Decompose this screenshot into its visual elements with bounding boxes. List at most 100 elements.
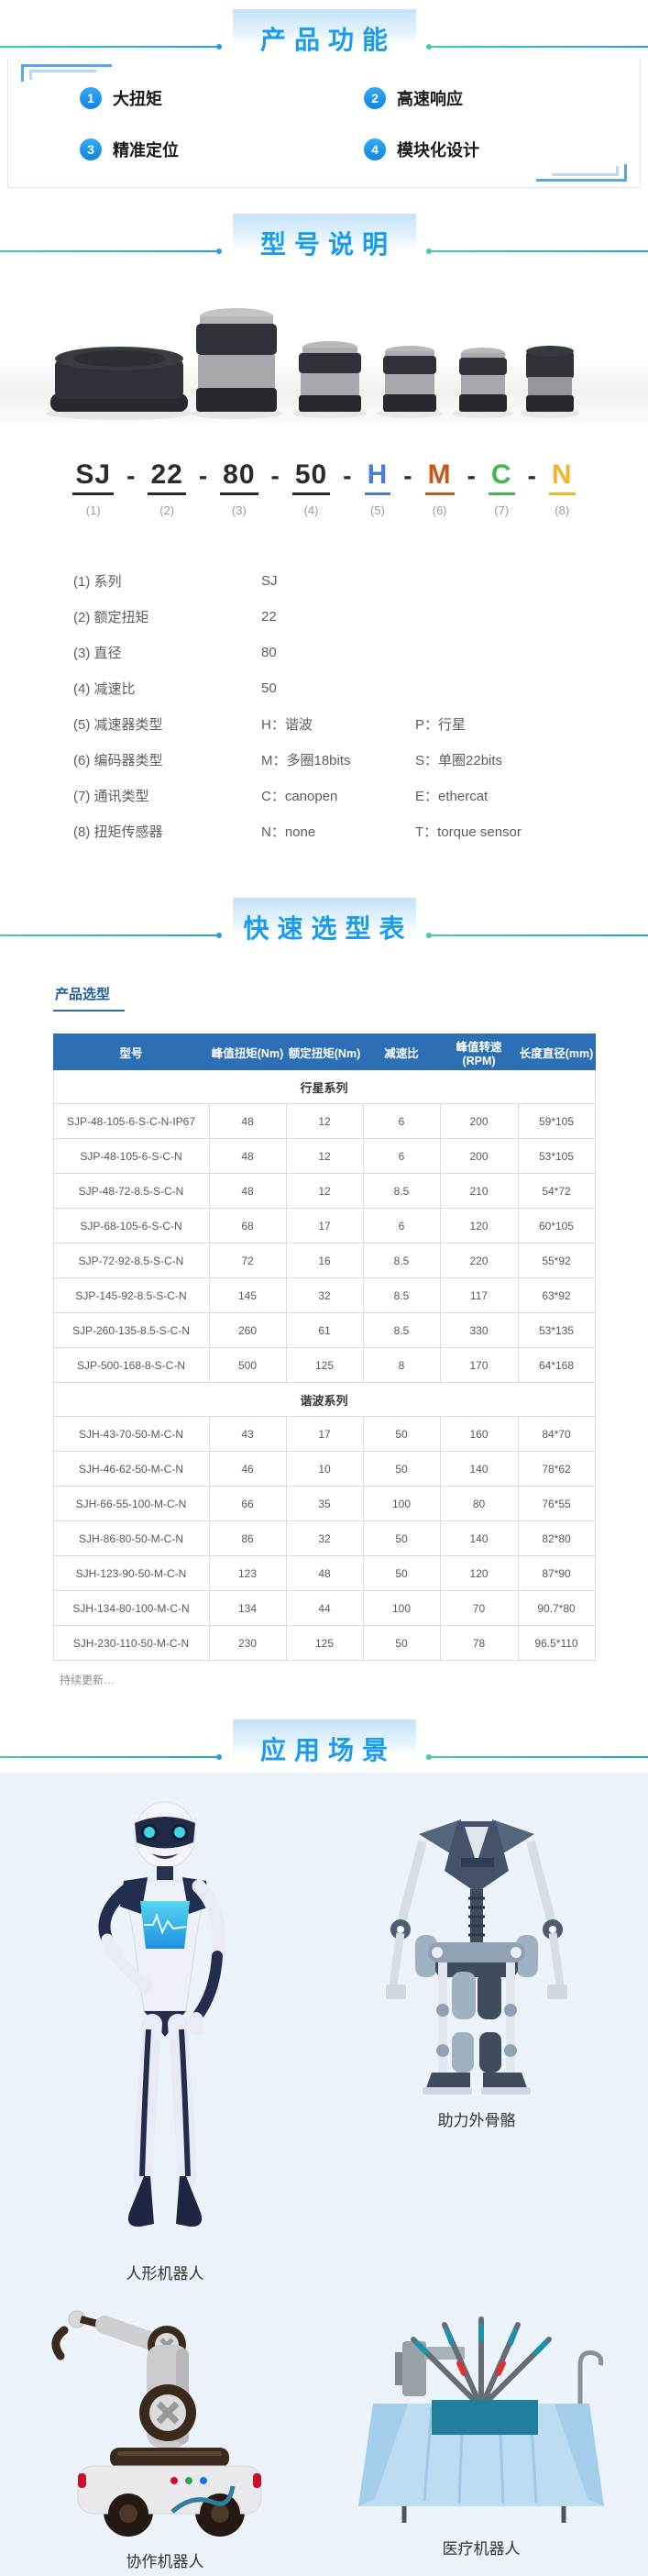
table-header-cell: 额定扭矩(Nm) [285, 1034, 364, 1070]
application-label: 医疗机器人 [442, 2540, 521, 2558]
table-cell: 32 [285, 1277, 364, 1313]
application-label: 人形机器人 [126, 2265, 204, 2283]
model-legend-row: (1) 系列 SJ [73, 563, 648, 599]
legend-value-2: T：torque sensor [415, 824, 522, 840]
table-cell: 44 [285, 1590, 364, 1626]
model-legend-row: (2) 额定扭矩 22 [73, 599, 648, 635]
feature-number-badge: 2 [364, 87, 386, 109]
corner-decoration-bottom-right [536, 164, 627, 182]
table-cell: 123 [208, 1555, 287, 1591]
table-cell: 80 [439, 1486, 519, 1521]
selection-table: 型号 峰值扭矩(Nm) 额定扭矩(Nm) 减速比 峰值转速(RPM) 长度直径(mm) 行… [52, 1034, 596, 1661]
feature-item: 1 大扭矩 [80, 86, 364, 110]
legend-label: (3) 直径 [73, 646, 122, 661]
table-cell: 140 [439, 1451, 519, 1487]
table-row: SJP-260-135-8.5-S-C-N 260 61 8.5 330 53*135 [52, 1312, 596, 1348]
table-cell: 64*168 [517, 1347, 596, 1383]
table-row: SJH-230-110-50-M-C-N 230 125 50 78 96.5*110 [52, 1625, 596, 1661]
code-index-label: (6) [432, 503, 447, 517]
code-index-label: (8) [555, 503, 570, 517]
table-cell: 63*92 [517, 1277, 596, 1313]
legend-value-1: C：canopen [261, 789, 338, 804]
table-cell: 78 [439, 1625, 519, 1661]
model-legend-row: (7) 通讯类型 C：canopen E：ethercat [73, 778, 648, 813]
table-cell: 61 [285, 1312, 364, 1348]
features-grid: 1 大扭矩 2 高速响应 3 精准定位 4 模块化设计 [8, 59, 640, 161]
feature-label: 大扭矩 [113, 90, 162, 108]
section-title: 型号说明 [259, 230, 397, 259]
code-separator: - [527, 461, 536, 490]
table-cell: 50 [362, 1451, 441, 1487]
section-header-applications: 应用场景 [0, 1719, 648, 1773]
table-cell: 55*92 [517, 1243, 596, 1278]
table-cell: SJP-48-72-8.5-S-C-N [52, 1173, 210, 1209]
model-legend-row: (4) 减速比 50 [73, 670, 648, 706]
table-cell: 8.5 [362, 1243, 441, 1278]
header-badge [232, 9, 416, 46]
table-row: SJH-134-80-100-M-C-N 134 44 100 70 90.7*80 [52, 1590, 596, 1626]
header-badge [232, 1719, 416, 1756]
header-line-right [426, 933, 648, 938]
table-cell: 200 [439, 1103, 519, 1139]
feature-label: 精准定位 [113, 141, 179, 160]
legend-value-1: 80 [261, 645, 277, 660]
table-cell: SJH-134-80-100-M-C-N [52, 1590, 210, 1626]
model-code-segment: N (8) [548, 459, 576, 517]
feature-item: 3 精准定位 [80, 138, 364, 161]
table-cell: 82*80 [517, 1520, 596, 1556]
table-update-note: 持续更新… [60, 1674, 115, 1686]
section-title: 快速选型表 [243, 914, 413, 943]
code-text: 80 [220, 459, 258, 495]
table-cell: 35 [285, 1486, 364, 1521]
feature-label: 模块化设计 [397, 141, 479, 160]
table-cell: 17 [285, 1208, 364, 1244]
table-cell: 46 [208, 1451, 287, 1487]
table-group-row: 谐波系列 [52, 1382, 596, 1417]
legend-value-1: 50 [261, 680, 277, 696]
table-cell: 53*135 [517, 1312, 596, 1348]
table-row: SJP-48-105-6-S-C-N-IP67 48 12 6 200 59*105 [52, 1103, 596, 1139]
table-cell: 70 [439, 1590, 519, 1626]
table-cell: 87*90 [517, 1555, 596, 1591]
application-label: 助力外骨骼 [437, 2112, 516, 2129]
table-cell: 120 [439, 1555, 519, 1591]
table-group-label: 谐波系列 [52, 1382, 596, 1417]
table-cell: 16 [285, 1243, 364, 1278]
code-index-label: (3) [231, 503, 247, 517]
table-cell: 330 [439, 1312, 519, 1348]
table-cell: 68 [208, 1208, 287, 1244]
legend-label: (2) 额定扭矩 [73, 610, 149, 625]
table-cell: 8 [362, 1347, 441, 1383]
table-cell: SJP-145-92-8.5-S-C-N [52, 1277, 210, 1313]
medical-robot-illustration [358, 2316, 604, 2523]
actuator-product-photo [0, 308, 648, 423]
table-cell: SJP-72-92-8.5-S-C-N [52, 1243, 210, 1278]
legend-label: (8) 扭矩传感器 [73, 824, 163, 840]
tab-product-selection[interactable]: 产品选型 [53, 984, 126, 1012]
code-text: N [548, 459, 576, 495]
selection-tab-bar: 产品选型 [0, 984, 648, 1012]
code-separator: - [403, 461, 412, 490]
application-exoskeleton: 助力外骨骼 [335, 1805, 619, 2130]
legend-value-1: M：多圈18bits [261, 753, 351, 768]
table-cell: SJH-123-90-50-M-C-N [52, 1555, 210, 1591]
code-text: 50 [291, 459, 331, 495]
feature-label: 高速响应 [397, 90, 463, 108]
model-legend-row: (6) 编码器类型 M：多圈18bits S：单圈22bits [73, 742, 648, 778]
table-cell: 500 [208, 1347, 287, 1383]
code-text: C [488, 459, 515, 495]
legend-label: (5) 减速器类型 [73, 717, 163, 733]
table-cell: 50 [362, 1555, 441, 1591]
table-cell: 117 [439, 1277, 519, 1313]
table-cell: 53*105 [517, 1138, 596, 1174]
table-cell: 8.5 [362, 1277, 441, 1313]
table-cell: 78*62 [517, 1451, 596, 1487]
table-row: SJH-123-90-50-M-C-N 123 48 50 120 87*90 [52, 1555, 596, 1591]
table-row: SJP-72-92-8.5-S-C-N 72 16 8.5 220 55*92 [52, 1243, 596, 1278]
table-cell: 66 [208, 1486, 287, 1521]
table-row: SJH-66-55-100-M-C-N 66 35 100 80 76*55 [52, 1486, 596, 1521]
table-cell: SJP-68-105-6-S-C-N [52, 1208, 210, 1244]
model-code-legend: (1) 系列 SJ (2) 额定扭矩 22 (3) 直径 80 (4) 减速比 50 (5) 减… [73, 563, 648, 849]
table-cell: SJH-43-70-50-M-C-N [52, 1416, 210, 1452]
